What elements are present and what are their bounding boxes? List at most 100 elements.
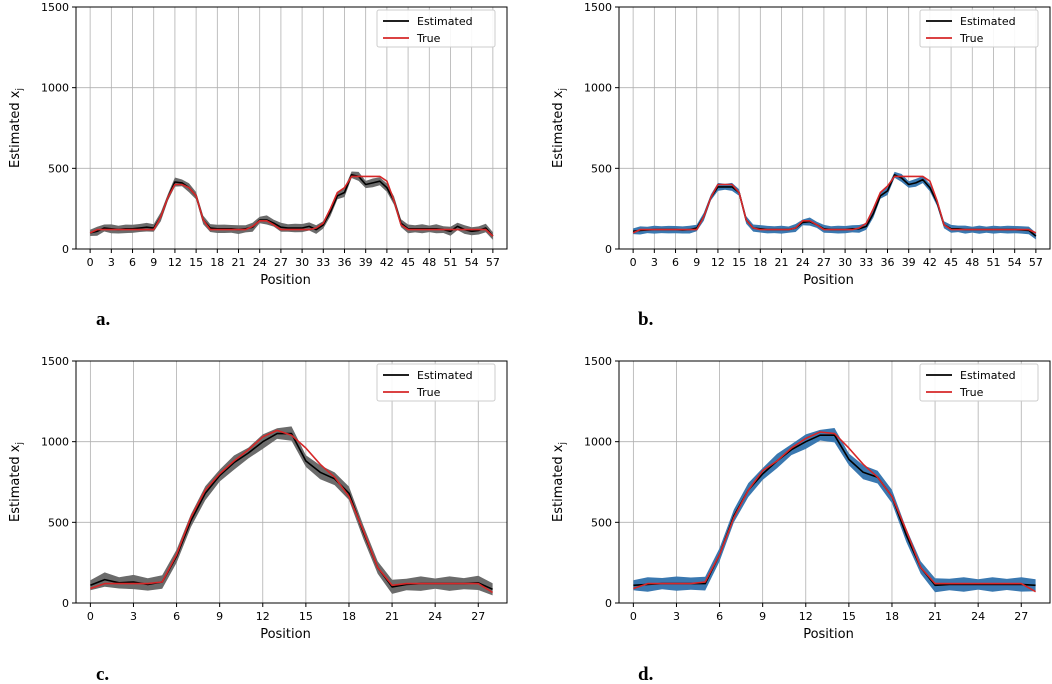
panel-label: c. [96,664,109,684]
legend-label: True [959,386,984,399]
x-tick-label: 3 [108,256,115,269]
x-tick-label: 9 [693,256,700,269]
x-tick-label: 27 [471,610,485,623]
y-tick-label: 0 [605,243,612,256]
plot-frame [75,360,508,604]
x-tick-label: 45 [401,256,415,269]
y-axis-label-subscript: j [15,88,25,92]
y-tick-label: 500 [591,162,612,175]
chart-panel-0: 0 3 6 9 12 15 18 21 24 27 30 33 36 39 42 45 48 51 54 570500… [8,1,508,330]
series-line-estimated [90,432,493,591]
series-line-true [90,429,494,594]
legend-label: True [416,32,441,45]
x-tick-label: 0 [87,256,94,269]
x-tick-label: 36 [337,256,351,269]
plot-frame [618,6,1051,250]
confidence-band [90,426,493,596]
x-axis-label: Position [803,627,854,642]
x-tick-label: 9 [759,610,766,623]
x-tick-label: 0 [87,610,94,623]
x-tick-label: 6 [716,610,723,623]
y-tick-label: 500 [48,162,69,175]
x-tick-label: 39 [902,256,916,269]
legend-label: Estimated [417,369,473,382]
x-tick-label: 51 [986,256,1000,269]
x-tick-label: 6 [173,610,180,623]
series-line-estimated [633,434,1036,587]
series-line-true [633,431,1036,593]
y-axis-label: Estimated xj [551,442,568,522]
y-tick-label: 0 [62,597,69,610]
x-tick-label: 24 [971,610,985,623]
legend-label: Estimated [960,369,1016,382]
y-tick-label: 1500 [584,1,612,14]
x-tick-label: 0 [630,256,637,269]
y-tick-label: 500 [591,516,612,529]
chart-panel-3: 0 3 6 9 12 15 18 21 24 27 0 500 1000 1500 Position Esti… [551,355,1051,684]
x-tick-label: 30 [838,256,852,269]
x-tick-label: 45 [944,256,958,269]
x-tick-label: 27 [274,256,288,269]
x-tick-label: 24 [253,256,267,269]
panel-label: b. [638,309,653,330]
x-tick-label: 18 [342,610,356,623]
y-axis-label: Estimated xj [8,88,25,168]
x-tick-label: 12 [168,256,182,269]
legend-label: Estimated [960,15,1016,28]
y-tick-label: 1000 [584,436,612,449]
x-tick-label: 15 [189,256,203,269]
y-tick-label: 0 [62,243,69,256]
confidence-band [633,428,1036,593]
plot-frame [75,6,508,250]
y-axis-label: Estimated xj [8,442,25,522]
x-tick-label: 9 [150,256,157,269]
y-tick-label: 1000 [41,436,69,449]
x-tick-label: 3 [130,610,137,623]
y-axis-label-subscript: j [558,88,568,92]
x-tick-label: 15 [842,610,856,623]
y-axis-label: Estimated xj [551,88,568,168]
x-tick-label: 21 [928,610,942,623]
x-tick-label: 6 [672,256,679,269]
x-tick-label: 21 [385,610,399,623]
x-tick-label: 18 [210,256,224,269]
chart-panel-1: 0 3 6 9 12 15 18 21 24 27 30 33 36 39 42 45 48 51 54 570500… [551,1,1051,330]
y-tick-label: 0 [605,597,612,610]
y-tick-label: 500 [48,516,69,529]
x-tick-label: 0 [630,610,637,623]
x-tick-label: 21 [775,256,789,269]
x-tick-label: 54 [465,256,479,269]
x-tick-label: 12 [711,256,725,269]
x-tick-label: 24 [796,256,810,269]
x-tick-label: 3 [673,610,680,623]
x-tick-label: 48 [422,256,436,269]
y-tick-label: 1500 [584,355,612,368]
x-tick-label: 15 [732,256,746,269]
x-tick-label: 12 [256,610,270,623]
x-axis-label: Position [260,627,311,642]
plot-frame [618,360,1051,604]
x-tick-label: 21 [232,256,246,269]
x-tick-label: 15 [299,610,313,623]
x-tick-label: 36 [880,256,894,269]
y-tick-label: 1500 [41,1,69,14]
x-tick-label: 27 [1014,610,1028,623]
x-tick-label: 42 [923,256,937,269]
y-axis-label-subscript: j [558,442,568,446]
x-tick-label: 39 [359,256,373,269]
series-line-true [89,175,494,237]
x-tick-label: 51 [443,256,457,269]
x-tick-label: 12 [799,610,813,623]
x-tick-label: 54 [1008,256,1022,269]
x-tick-label: 42 [380,256,394,269]
chart-panel-2: 0 3 6 9 12 15 18 21 24 27 0 500 1000 1500 Position Esti… [8,355,508,684]
x-axis-label: Position [260,273,311,288]
panel-label: a. [96,309,110,330]
x-tick-label: 48 [965,256,979,269]
y-tick-label: 1500 [41,355,69,368]
y-tick-label: 1000 [584,82,612,95]
x-tick-label: 6 [129,256,136,269]
y-tick-label: 1000 [41,82,69,95]
legend-label: True [959,32,984,45]
